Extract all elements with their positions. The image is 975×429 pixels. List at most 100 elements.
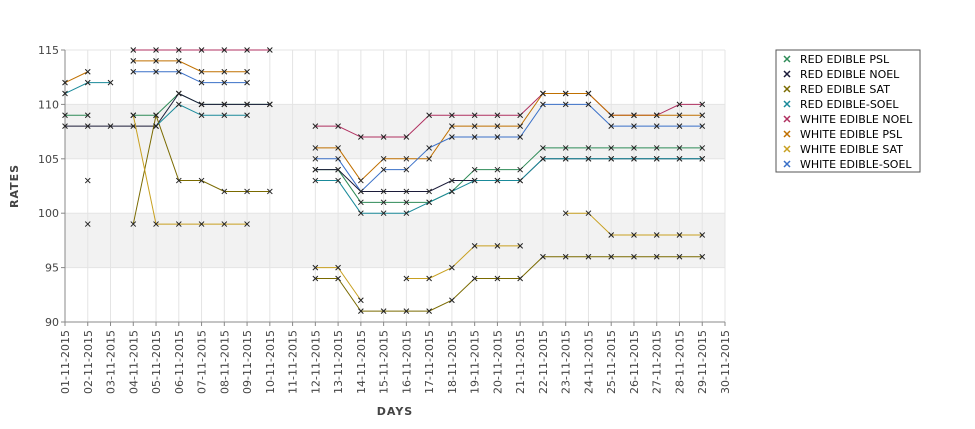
data-point: [608, 145, 615, 151]
data-point: [608, 232, 615, 238]
data-point: [244, 112, 250, 119]
data-point: [540, 101, 546, 108]
data-point: [471, 166, 478, 173]
x-tick-label: 14-11-2015: [355, 330, 368, 394]
x-tick-label: 08-11-2015: [218, 330, 231, 394]
data-point: [562, 253, 569, 260]
x-tick-label: 02-11-2015: [82, 330, 95, 394]
data-point: [631, 123, 637, 130]
data-point: [699, 123, 706, 130]
data-point: [244, 47, 250, 53]
data-point: [335, 166, 341, 173]
data-point: [540, 253, 546, 260]
data-point: [84, 112, 91, 119]
data-point: [449, 297, 455, 304]
series-group: [62, 79, 706, 217]
axes: 90 95 100 105 110 115 01-11-2015 02-11-2015 03-1…: [38, 44, 732, 394]
x-tick-label: 18-11-2015: [446, 330, 459, 394]
data-point: [426, 188, 432, 195]
data-point: [403, 134, 410, 140]
legend-item: RED EDIBLE SAT: [783, 83, 890, 96]
data-point: [403, 275, 410, 282]
data-point: [244, 68, 250, 75]
data-point: [380, 155, 387, 162]
data-point: [403, 308, 410, 314]
data-point: [62, 90, 68, 97]
data-point: [471, 134, 478, 140]
x-tick-label: 21-11-2015: [514, 330, 527, 394]
data-point: [471, 275, 478, 282]
data-point: [244, 79, 250, 86]
data-point: [699, 232, 706, 238]
data-point: [449, 134, 455, 140]
x-tick-label: 22-11-2015: [537, 330, 550, 394]
data-point: [358, 308, 364, 314]
data-point: [562, 90, 569, 97]
data-point: [198, 221, 205, 227]
series-lines: [62, 47, 706, 314]
data-point: [221, 221, 228, 227]
data-point: [699, 101, 706, 108]
data-point: [540, 155, 546, 162]
data-point: [676, 123, 683, 130]
data-point: [426, 199, 432, 206]
data-point: [517, 134, 524, 140]
data-point: [380, 166, 387, 173]
legend-label: WHITE EDIBLE NOEL: [800, 113, 913, 126]
data-point: [494, 275, 501, 282]
data-point: [676, 253, 683, 260]
data-point: [335, 275, 341, 282]
data-point: [358, 199, 364, 206]
x-tick-label: 20-11-2015: [491, 330, 504, 394]
data-point: [312, 177, 319, 184]
data-point: [175, 177, 182, 184]
data-point: [244, 221, 250, 227]
data-point: [153, 221, 159, 227]
data-point: [312, 275, 319, 282]
data-point: [266, 47, 273, 53]
data-point: [517, 166, 524, 173]
data-point: [517, 242, 524, 249]
data-point: [175, 221, 182, 227]
data-point: [221, 68, 228, 75]
data-point: [562, 145, 569, 151]
data-point: [266, 101, 273, 108]
series-group: [84, 112, 706, 314]
data-point: [608, 123, 615, 130]
legend-item: WHITE EDIBLE NOEL: [783, 113, 913, 126]
data-point: [494, 123, 501, 130]
y-tick-label: 115: [38, 44, 59, 57]
data-point: [335, 264, 341, 271]
data-point: [426, 155, 432, 162]
data-point: [84, 177, 91, 184]
data-point: [153, 123, 159, 130]
legend-label: RED EDIBLE NOEL: [800, 68, 900, 81]
data-point: [312, 264, 319, 271]
data-point: [84, 68, 91, 75]
series-group: [84, 112, 706, 304]
y-axis-title: RATES: [8, 164, 21, 208]
legend-marker-icon: [783, 160, 791, 168]
legend-marker-icon: [783, 55, 791, 63]
data-point: [608, 253, 615, 260]
data-point: [653, 232, 660, 238]
data-point: [335, 177, 341, 184]
series-line: [133, 71, 703, 193]
data-point: [585, 210, 592, 217]
data-point: [676, 155, 683, 162]
data-point: [494, 177, 501, 184]
legend-marker-icon: [783, 115, 791, 123]
x-tick-label: 19-11-2015: [469, 330, 482, 394]
y-tick-label: 110: [38, 98, 59, 111]
data-point: [494, 134, 501, 140]
data-point: [426, 145, 432, 151]
x-tick-label: 15-11-2015: [378, 330, 391, 394]
x-tick-label: 04-11-2015: [127, 330, 140, 394]
legend-item: RED EDIBLE PSL: [783, 53, 890, 66]
data-point: [403, 166, 410, 173]
data-point: [221, 112, 228, 119]
data-point: [631, 112, 637, 119]
data-point: [426, 112, 432, 119]
data-point: [562, 210, 569, 217]
